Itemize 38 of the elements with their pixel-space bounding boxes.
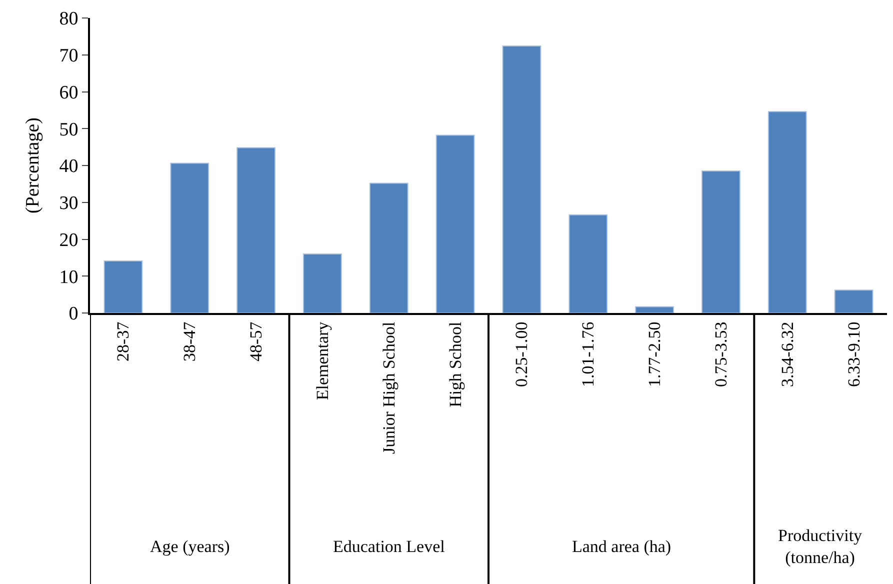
x-tick-label: Junior High School: [379, 322, 398, 454]
bar: [768, 111, 807, 313]
y-tick-label: 80: [59, 8, 78, 30]
y-tick-label: 40: [59, 156, 78, 178]
y-tick-label: 30: [59, 193, 78, 214]
x-tick-label: 6.33-9.10: [844, 322, 864, 387]
x-tick-label: High School: [446, 322, 465, 408]
y-tick-label: 60: [59, 82, 78, 104]
bar: [635, 306, 674, 313]
x-tick-label: 3.54-6.32: [778, 322, 797, 387]
x-tick-label: 1.01-1.76: [578, 322, 598, 387]
bar: [502, 46, 542, 313]
x-tick-label: 0.25-1.00: [512, 322, 532, 387]
bar: [436, 134, 475, 313]
text: Productivity (tonne/ha): [778, 526, 863, 568]
y-tick-label: 10: [59, 266, 78, 288]
x-tick-label: 38-47: [180, 321, 200, 362]
y-tick-label: 50: [59, 119, 78, 140]
y-tick-label: 0: [68, 304, 78, 325]
bar: [568, 214, 608, 313]
text: Education Level: [333, 537, 446, 556]
bar: [104, 260, 143, 313]
x-tick-label: 0.75-3.53: [711, 322, 730, 387]
x-tick-label: 48-57: [246, 321, 266, 362]
x-tick-label: Elementary: [312, 321, 332, 400]
bar: [170, 162, 210, 313]
text: Land area (ha): [572, 537, 672, 556]
bar: [236, 147, 276, 313]
bar: [702, 170, 740, 313]
bar: [303, 254, 342, 313]
x-tick-label: 1.77-2.50: [645, 322, 664, 387]
bar: [369, 182, 408, 313]
y-axis-title: (Percentage): [22, 118, 44, 214]
text: Age (years): [150, 537, 230, 556]
x-tick-label: 28-37: [114, 321, 133, 362]
bar: [834, 290, 874, 313]
y-tick-label: 70: [59, 46, 78, 67]
y-tick-label: 20: [59, 230, 78, 251]
